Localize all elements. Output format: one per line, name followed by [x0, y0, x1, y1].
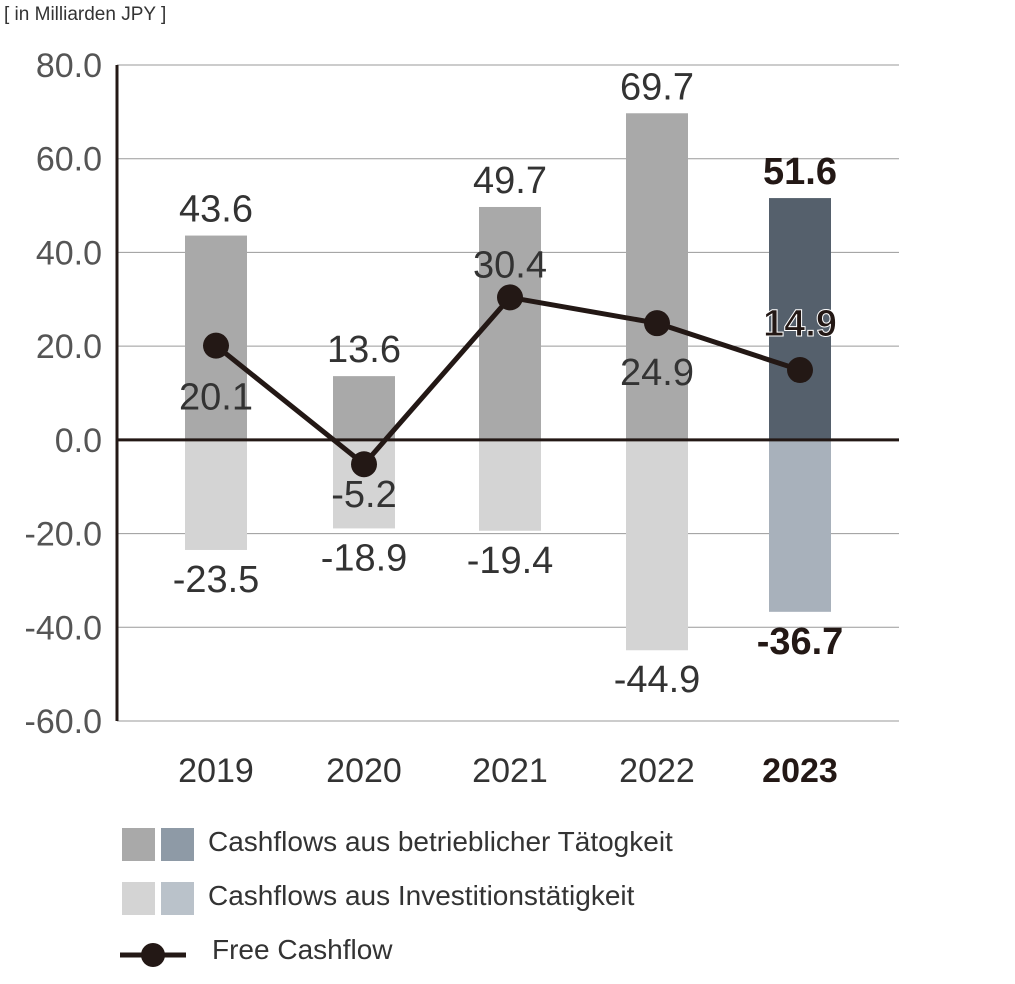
y-tick-label: 60.0	[36, 141, 102, 179]
legend-swatch-investing-regular	[122, 882, 155, 915]
bar-operating-2023	[769, 198, 831, 440]
x-category-label-2022: 2022	[619, 752, 695, 790]
bar-value-label-operating-2022: 69.7	[620, 66, 694, 108]
y-tick-label: -60.0	[25, 703, 103, 741]
y-tick-label: 0.0	[55, 422, 102, 460]
bar-value-label-investing-2019: -23.5	[173, 559, 260, 601]
free-cashflow-point-2022	[644, 310, 670, 337]
unit-label: [ in Milliarden JPY ]	[4, 4, 167, 25]
bar-operating-2022	[626, 113, 688, 440]
bar-value-label-operating-2020: 13.6	[327, 329, 401, 371]
legend-line-marker-icon	[120, 943, 186, 967]
x-category-label-2021: 2021	[472, 752, 548, 790]
y-tick-label: 80.0	[36, 47, 102, 85]
bar-operating-2020	[333, 376, 395, 440]
bar-investing-2021	[479, 439, 541, 531]
free-cashflow-point-2021	[497, 284, 523, 311]
bar-value-label-investing-2022: -44.9	[614, 659, 701, 701]
free-cashflow-point-2019	[203, 332, 229, 359]
x-category-label-2019: 2019	[178, 752, 254, 790]
bar-value-label-investing-2023: -36.7	[757, 621, 844, 663]
free-cashflow-label-2021: 30.4	[473, 244, 547, 286]
legend-swatch-investing-highlight	[161, 882, 194, 915]
x-category-label-2023: 2023	[762, 752, 838, 790]
legend-label-operating: Cashflows aus betrieblicher Tätogkeit	[208, 826, 673, 857]
free-cashflow-label-2023: 14.9	[763, 303, 837, 345]
bar-value-label-investing-2020: -18.9	[321, 537, 408, 579]
cashflow-chart: 80.0 60.0 40.0 20.0 0.0 -20.0 -40.0 -60.0 43.6 13…	[25, 47, 899, 790]
bar-investing-2023	[769, 439, 831, 612]
y-tick-label: -20.0	[25, 516, 103, 554]
legend-label-free-cashflow: Free Cashflow	[212, 934, 393, 965]
bar-investing-2019	[185, 439, 247, 550]
y-tick-label: 20.0	[36, 328, 102, 366]
free-cashflow-point-2020	[351, 451, 377, 478]
bar-value-label-operating-2021: 49.7	[473, 160, 547, 202]
y-tick-label: 40.0	[36, 234, 102, 272]
free-cashflow-label-2019: 20.1	[179, 377, 253, 419]
y-tick-label: -40.0	[25, 609, 103, 647]
bar-investing-2022	[626, 439, 688, 651]
free-cashflow-label-2020: -5.2	[331, 474, 396, 516]
legend-swatch-operating-regular	[122, 828, 155, 861]
bar-value-label-investing-2021: -19.4	[467, 540, 554, 582]
x-category-label-2020: 2020	[326, 752, 402, 790]
legend-label-investing: Cashflows aus Investitionstätigkeit	[208, 880, 635, 911]
bar-value-label-operating-2019: 43.6	[179, 189, 253, 231]
free-cashflow-label-2022: 24.9	[620, 352, 694, 394]
bar-value-label-operating-2023: 51.6	[763, 151, 837, 193]
legend-swatch-operating-highlight	[161, 828, 194, 861]
free-cashflow-point-2023	[787, 357, 813, 384]
